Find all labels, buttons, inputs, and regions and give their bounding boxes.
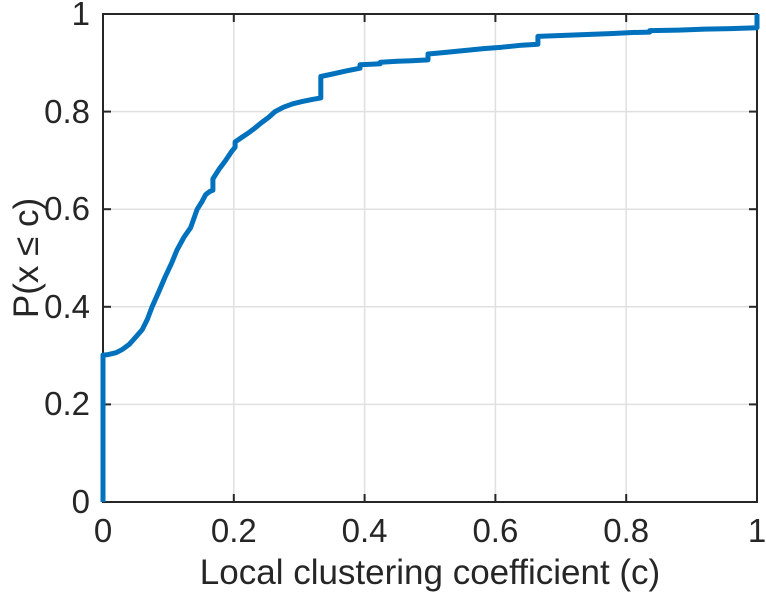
y-axis-label: P(x ≤ c) [7, 197, 46, 319]
plot-border [102, 13, 758, 503]
y-tick-label: 0.8 [44, 92, 90, 130]
y-tick-label: 0.4 [44, 287, 90, 325]
x-tick-label: 0.2 [210, 512, 257, 549]
x-tick-label: 0.8 [603, 512, 650, 549]
y-tick-label: 0.2 [44, 385, 90, 423]
y-tick-label: 1 [71, 0, 90, 32]
x-tick-label: 0.4 [341, 512, 388, 549]
cdf-curve [100, 14, 760, 502]
x-tick-label: 1 [747, 512, 766, 549]
x-tick-label: 0.6 [472, 512, 519, 549]
y-tick-label: 0 [71, 483, 90, 520]
y-tick-label: 0.6 [44, 190, 90, 228]
x-axis-label: Local clustering coefficient (c) [199, 553, 661, 592]
x-tick-label: 0 [93, 512, 113, 549]
